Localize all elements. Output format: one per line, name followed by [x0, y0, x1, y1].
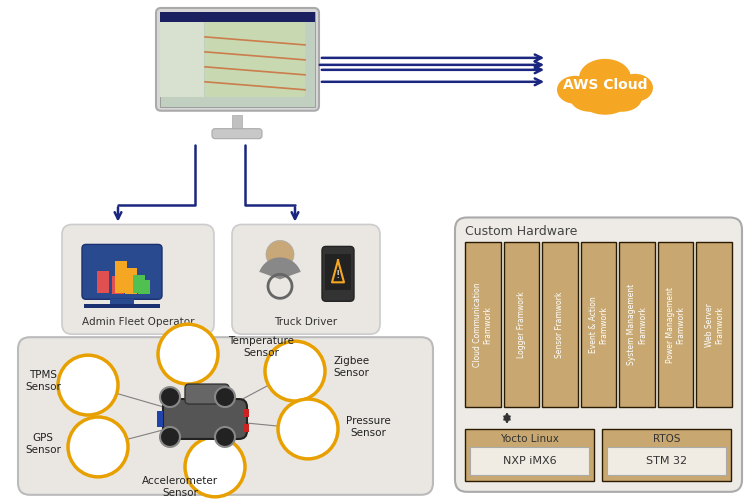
FancyBboxPatch shape	[18, 337, 433, 495]
Ellipse shape	[582, 89, 628, 115]
Bar	[243, 424, 249, 432]
Circle shape	[215, 427, 235, 447]
Circle shape	[278, 399, 338, 459]
Text: GPS
Sensor: GPS Sensor	[25, 433, 61, 455]
Text: Zigbee
Sensor: Zigbee Sensor	[333, 356, 369, 378]
Circle shape	[185, 437, 245, 497]
Bar	[542, 242, 578, 407]
Text: Admin Fleet Operator: Admin Fleet Operator	[82, 317, 194, 327]
Bar	[157, 411, 163, 427]
Circle shape	[265, 341, 325, 401]
Text: STM 32: STM 32	[646, 456, 687, 466]
Bar	[620, 242, 655, 407]
Ellipse shape	[570, 84, 610, 112]
Circle shape	[58, 355, 118, 415]
Bar	[607, 447, 726, 475]
FancyBboxPatch shape	[185, 384, 229, 404]
FancyBboxPatch shape	[156, 8, 319, 111]
Text: Sensor Framwork: Sensor Framwork	[556, 292, 565, 358]
Text: Power Management
Framwork: Power Management Framwork	[666, 287, 686, 363]
FancyBboxPatch shape	[212, 129, 262, 139]
Bar	[470, 447, 589, 475]
Bar	[160, 12, 315, 22]
Ellipse shape	[617, 74, 653, 102]
FancyBboxPatch shape	[322, 246, 354, 301]
FancyBboxPatch shape	[232, 224, 380, 334]
FancyBboxPatch shape	[62, 224, 214, 334]
Circle shape	[160, 427, 180, 447]
Bar	[112, 277, 124, 294]
Text: Temperature
Sensor: Temperature Sensor	[228, 336, 294, 358]
Bar	[602, 429, 731, 481]
Ellipse shape	[602, 84, 642, 112]
FancyBboxPatch shape	[455, 217, 742, 492]
Bar	[697, 242, 732, 407]
Text: Truck Driver: Truck Driver	[274, 317, 338, 327]
Ellipse shape	[557, 76, 593, 104]
Circle shape	[266, 240, 294, 269]
Text: !: !	[336, 271, 340, 281]
Text: Web Server
Framwork: Web Server Framwork	[704, 303, 724, 347]
Text: Custom Hardware: Custom Hardware	[465, 225, 578, 238]
Bar	[465, 429, 594, 481]
Circle shape	[215, 387, 235, 407]
Bar	[465, 242, 500, 407]
Circle shape	[160, 387, 180, 407]
Ellipse shape	[579, 59, 631, 97]
FancyBboxPatch shape	[82, 244, 162, 299]
Text: NXP iMX6: NXP iMX6	[503, 456, 556, 466]
Bar	[503, 242, 539, 407]
Bar	[97, 272, 109, 293]
Bar	[205, 22, 305, 97]
Text: RTOS: RTOS	[652, 434, 680, 444]
Text: System Management
Framwork: System Management Framwork	[627, 284, 646, 365]
Text: Cloud Communication
Framwork: Cloud Communication Framwork	[473, 283, 493, 367]
Circle shape	[68, 417, 128, 477]
Bar	[658, 242, 694, 407]
Circle shape	[158, 324, 218, 384]
Bar	[325, 255, 351, 290]
Bar	[243, 409, 249, 417]
Text: AWS Cloud: AWS Cloud	[562, 78, 647, 92]
Text: Yocto Linux: Yocto Linux	[500, 434, 559, 444]
Text: Accelerometer
Sensor: Accelerometer Sensor	[142, 475, 218, 498]
Bar	[138, 281, 150, 294]
Bar	[232, 115, 242, 130]
Bar	[160, 22, 204, 97]
Bar	[84, 304, 160, 308]
FancyBboxPatch shape	[163, 399, 247, 439]
Text: Event & Action
Framwork: Event & Action Framwork	[589, 297, 608, 353]
Text: Pressure
Sensor: Pressure Sensor	[346, 416, 391, 438]
Bar	[160, 12, 315, 107]
Bar	[580, 242, 616, 407]
Text: Logger Framwork: Logger Framwork	[517, 292, 526, 358]
Bar	[115, 262, 127, 293]
Bar	[133, 276, 145, 293]
Text: TPMS
Sensor: TPMS Sensor	[25, 370, 61, 392]
Bar	[125, 269, 137, 294]
Wedge shape	[260, 258, 301, 280]
Bar	[110, 299, 134, 304]
